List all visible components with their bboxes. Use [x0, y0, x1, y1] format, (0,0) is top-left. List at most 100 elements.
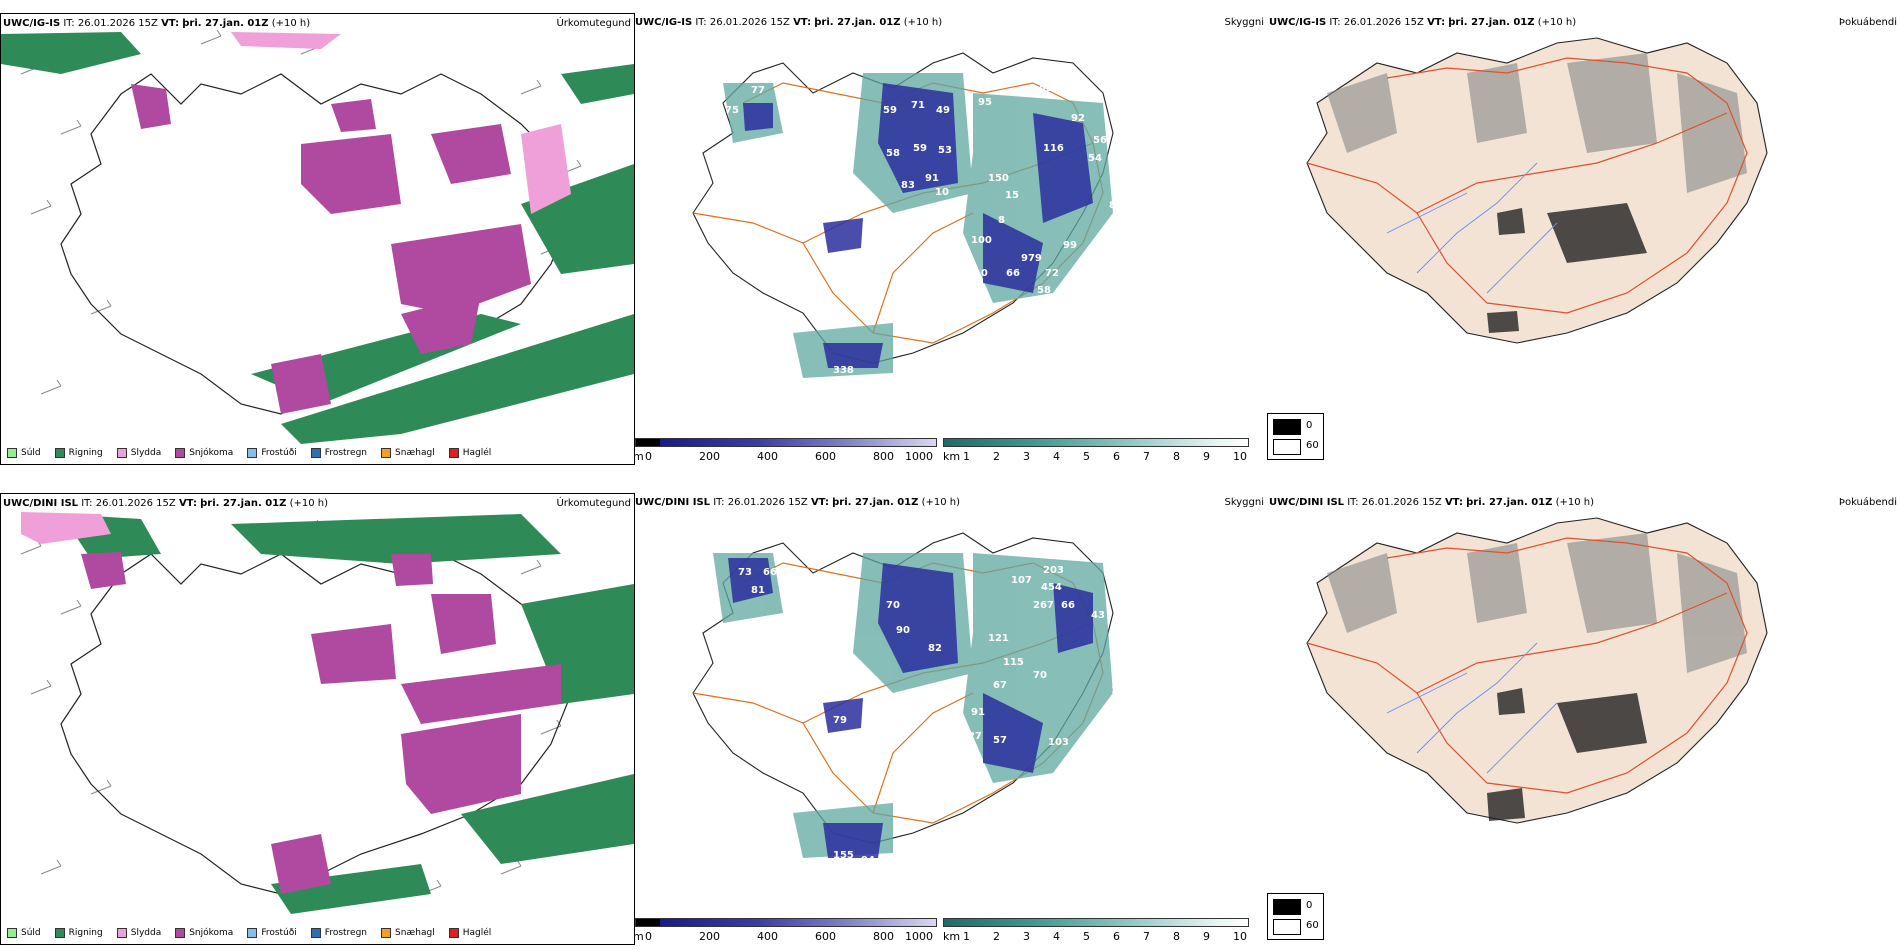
cloud-base-label: 77 [751, 85, 765, 96]
iceland-outline [60, 73, 572, 415]
vis-unit: km [943, 450, 961, 463]
cloud-base-label: 73 [738, 567, 752, 578]
cloud-base-label: 66 [1006, 268, 1020, 279]
sleet-areas [21, 512, 111, 544]
cloud-base-label: 91 [971, 707, 985, 718]
model-name: UWC/DINI ISL [635, 497, 711, 508]
vt-value: þri. 27.jan. 01Z [182, 18, 269, 29]
vt-label: VT: [1427, 17, 1446, 28]
precip-legend: Súld Rigning Slydda Snjókoma Frostúði Fr… [7, 448, 491, 458]
it-label: IT: [713, 497, 725, 508]
legend-item-snow-pellets: Snæhagl [381, 928, 435, 938]
model-name: UWC/IG-IS [635, 17, 693, 28]
cloud-base-label: 100 [971, 235, 992, 246]
vis-tick: 3 [1023, 450, 1030, 463]
cloud-base-label: 107 [1011, 575, 1032, 586]
panel-header: UWC/IG-IS IT: 26.01.2026 15Z VT: þri. 27… [1269, 17, 1576, 28]
panel-title: Skyggni [1224, 17, 1264, 28]
fog-areas [1327, 53, 1747, 193]
legend-item-freezing-drizzle: Frostúði [247, 928, 297, 938]
cloud-base-label: 454 [1041, 582, 1062, 593]
cloud-base-label: 979 [1021, 253, 1042, 264]
cloud-base-label: 49 [936, 105, 950, 116]
height-tick: 200 [699, 930, 720, 943]
precip-panel-row1: UWC/IG-IS IT: 26.01.2026 15Z VT: þri. 27… [0, 13, 635, 465]
height-tick: 600 [815, 450, 836, 463]
it-value: 26.01.2026 15Z [95, 498, 176, 509]
it-value: 26.01.2026 15Z [77, 18, 158, 29]
visibility-map-row1: 77 75 59 71 49 95 559 92 58 59 53 91 116… [692, 52, 1135, 394]
rivers [1386, 642, 1558, 774]
lead-time: (+10 h) [903, 17, 943, 28]
cloud-base-label: 66 [763, 567, 777, 578]
visibility-panel-row2: 73 66 81 70 90 82 107 203 454 267 66 43 … [633, 493, 1267, 943]
cloud-base-label: 107 [855, 873, 876, 884]
cloud-base-label: 267 [1033, 600, 1054, 611]
legend-item-sleet: Slydda [116, 928, 161, 938]
fog-legend: 0 60 [1267, 893, 1324, 940]
vis-tick: 7 [1143, 450, 1150, 463]
it-label: IT: [1329, 17, 1341, 28]
cloud-base-label: 91 [925, 173, 939, 184]
it-value: 26.01.2026 15Z [1361, 497, 1442, 508]
vis-tick: 5 [1083, 450, 1090, 463]
panel-title: Úrkomutegund [556, 498, 631, 509]
cloud-base-label: 67 [993, 680, 1007, 691]
cloud-base-label: 95 [978, 97, 992, 108]
legend-item-hail: Haglél [448, 928, 491, 938]
fog-legend-top: 0 [1306, 420, 1313, 431]
very-low-vis-areas [728, 558, 1093, 858]
fog-map-row2 [1306, 517, 1768, 824]
legend-item-drizzle: Súld [7, 928, 41, 938]
cloud-base-label: 43 [1091, 610, 1105, 621]
cloud-base-label: 155 [833, 850, 854, 861]
panel-header: UWC/DINI ISL IT: 26.01.2026 15Z VT: þri.… [635, 497, 960, 508]
legend-item-rain: Rigning [54, 448, 103, 458]
vt-value: þri. 27.jan. 01Z [814, 17, 901, 28]
cloud-base-label: 96 [907, 238, 921, 249]
vt-label: VT: [793, 17, 812, 28]
lead-time: (+10 h) [1537, 17, 1577, 28]
cloud-base-label: 92 [1071, 113, 1085, 124]
cloud-base-label: 153 [1111, 685, 1132, 696]
visibility-map-row2: 73 66 81 70 90 82 107 203 454 267 66 43 … [692, 532, 1132, 884]
cloud-base-label: 81 [751, 585, 765, 596]
legend-item-rain: Rigning [54, 928, 103, 938]
vis-tick: 10 [1233, 930, 1247, 943]
model-name: UWC/DINI ISL [1269, 497, 1345, 508]
wind-barbs [20, 29, 582, 415]
it-label: IT: [695, 17, 707, 28]
panel-header: UWC/IG-IS IT: 26.01.2026 15Z VT: þri. 27… [635, 17, 942, 28]
cloud-base-label: 338 [833, 365, 854, 376]
fog-legend-top: 0 [1306, 900, 1313, 911]
cloud-base-label: 67 [1113, 168, 1127, 179]
cloud-base-label: 53 [1033, 790, 1047, 801]
height-tick: 400 [757, 930, 778, 943]
vis-tick: 8 [1173, 450, 1180, 463]
fog-panel-row2: UWC/DINI ISL IT: 26.01.2026 15Z VT: þri.… [1267, 493, 1900, 943]
height-unit: m [633, 930, 644, 943]
cloud-base-label: 110 [967, 268, 988, 279]
vt-value: þri. 27.jan. 01Z [832, 497, 919, 508]
cloud-base-label: 84 [1103, 230, 1117, 241]
vis-tick: 4 [1053, 930, 1060, 943]
legend-item-snow: Snjókoma [175, 928, 233, 938]
fog-legend-black [1273, 419, 1301, 435]
panel-title: Þokuábendi [1838, 497, 1897, 508]
vis-tick: 5 [1083, 930, 1090, 943]
lead-time: (+10 h) [271, 18, 311, 29]
it-value: 26.01.2026 15Z [709, 17, 790, 28]
visibility-colorbar [943, 918, 1249, 927]
cloud-base-label: 72 [1045, 268, 1059, 279]
vis-tick: 6 [1113, 450, 1120, 463]
cloud-base-label: 559 [1039, 83, 1060, 94]
cloud-base-label: 8 [998, 215, 1005, 226]
cloud-base-label: 150 [988, 173, 1009, 184]
vis-unit: km [943, 930, 961, 943]
vis-tick: 2 [993, 930, 1000, 943]
height-tick: 400 [757, 450, 778, 463]
fog-legend-bottom: 60 [1306, 920, 1319, 931]
vis-tick: 1 [963, 930, 970, 943]
cloud-base-label: 53 [1016, 303, 1030, 314]
cloud-base-label: 45 [1021, 345, 1035, 356]
